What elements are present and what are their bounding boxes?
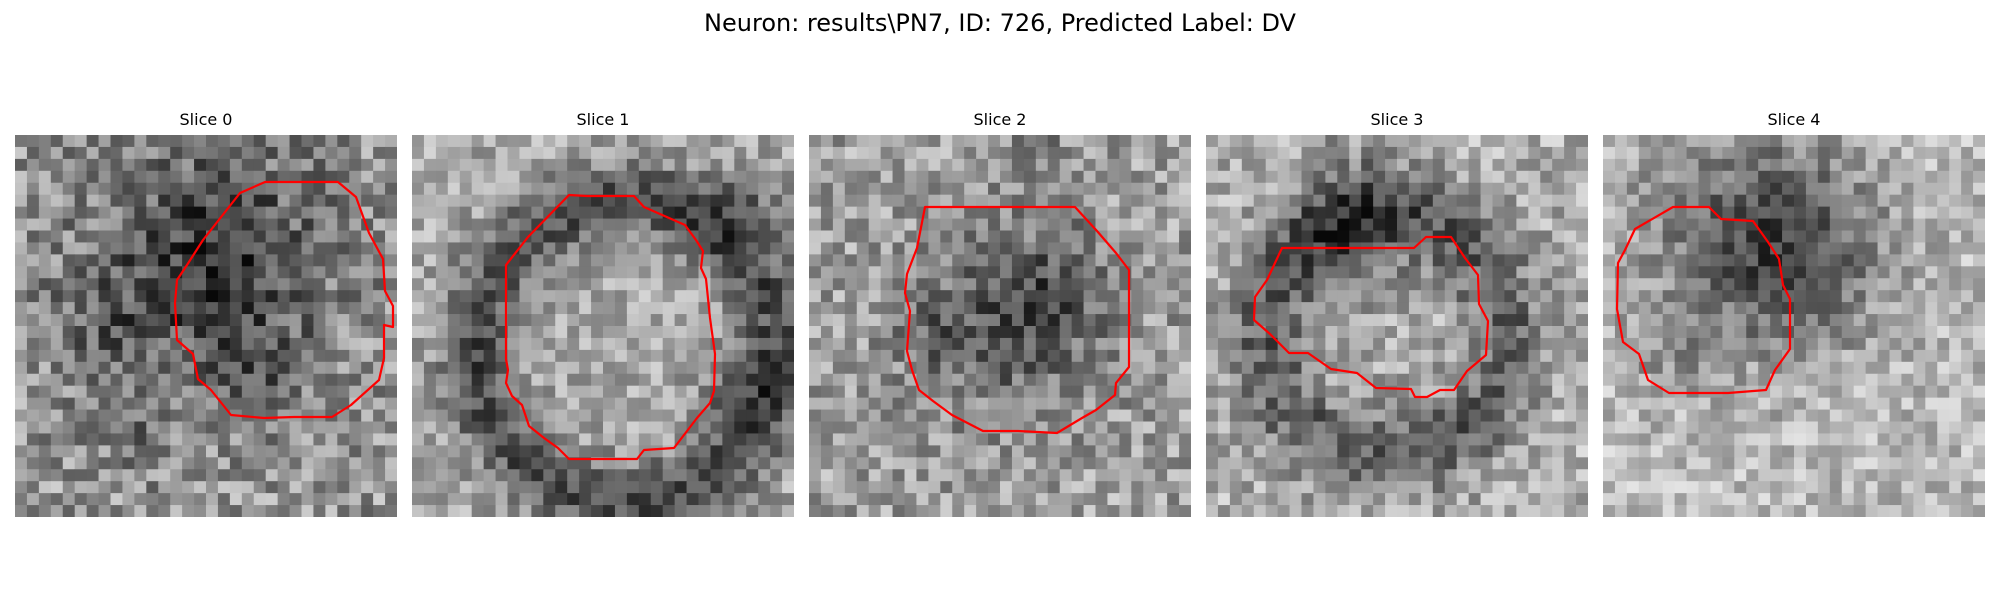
slice-image xyxy=(809,135,1191,517)
slice-title: Slice 4 xyxy=(1767,110,1821,129)
slice-panel-0: Slice 0 xyxy=(15,110,397,520)
slice-panel-1: Slice 1 xyxy=(412,110,794,520)
slice-title: Slice 2 xyxy=(973,110,1027,129)
slice-panel-3: Slice 3 xyxy=(1206,110,1588,520)
slice-title: Slice 0 xyxy=(179,110,233,129)
roi-contour xyxy=(903,205,1131,435)
slice-panel-2: Slice 2 xyxy=(809,110,1191,520)
figure-title: Neuron: results\PN7, ID: 726, Predicted … xyxy=(704,9,1296,37)
roi-contour xyxy=(504,193,717,461)
roi-contour xyxy=(173,180,395,420)
slice-image xyxy=(1206,135,1588,517)
slice-image xyxy=(15,135,397,517)
slice-title: Slice 3 xyxy=(1370,110,1424,129)
slice-panel-4: Slice 4 xyxy=(1603,110,1985,520)
roi-contour xyxy=(1615,205,1792,395)
slice-title: Slice 1 xyxy=(576,110,630,129)
slice-image xyxy=(412,135,794,517)
roi-contour xyxy=(1252,235,1490,399)
slice-image xyxy=(1603,135,1985,517)
